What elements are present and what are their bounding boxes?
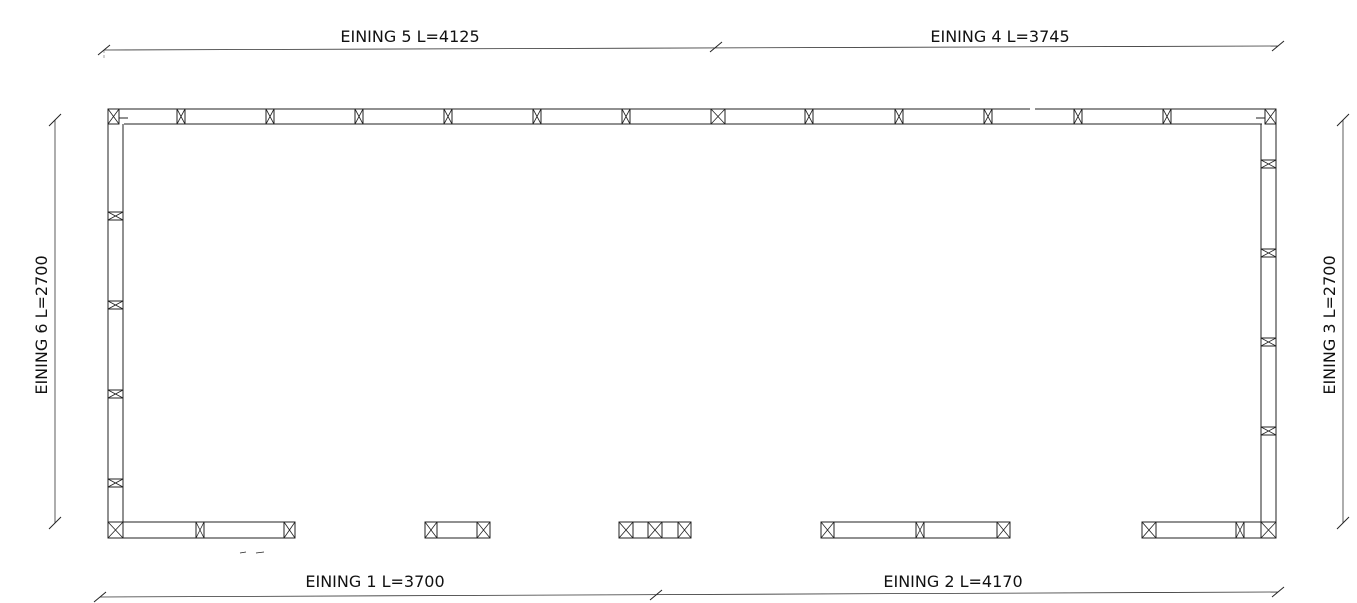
stray-marks xyxy=(239,551,265,554)
stud-marker xyxy=(354,108,364,125)
stud-marker xyxy=(1260,521,1277,539)
stud-marker xyxy=(820,521,835,539)
wall-bottom xyxy=(108,521,1276,539)
stud-marker xyxy=(424,521,438,539)
stud-marker xyxy=(1073,108,1083,125)
stud-marker xyxy=(618,521,634,539)
stud-marker xyxy=(1260,159,1277,169)
stud-marker xyxy=(804,108,814,125)
stud-marker xyxy=(1260,426,1277,436)
stud-marker xyxy=(1260,248,1277,258)
stud-marker xyxy=(107,389,124,399)
dimension-right: EINING 3 L=2700 xyxy=(1320,113,1350,530)
dimension-top: EINING 5 L=4125 EINING 4 L=3745 xyxy=(97,27,1285,58)
stud-marker xyxy=(107,521,124,539)
dimension-left: EINING 6 L=2700 xyxy=(32,113,62,530)
dimension-bottom: EINING 1 L=3700 EINING 2 L=4170 xyxy=(93,572,1285,603)
stud-marker xyxy=(476,521,491,539)
stud-marker xyxy=(915,521,925,539)
wall-top xyxy=(108,108,1276,125)
dim-label-eining-1: EINING 1 L=3700 xyxy=(305,572,444,591)
dim-label-eining-4: EINING 4 L=3745 xyxy=(930,27,1069,46)
dim-label-eining-6: EINING 6 L=2700 xyxy=(32,255,51,394)
stud-marker xyxy=(283,521,296,539)
stud-marker xyxy=(1162,108,1172,125)
stud-marker xyxy=(107,211,124,221)
stud-marker xyxy=(1260,337,1277,347)
stud-marker xyxy=(894,108,904,125)
stud-marker xyxy=(996,521,1011,539)
stud-marker xyxy=(983,108,993,125)
stud-marker xyxy=(107,300,124,310)
stud-markers xyxy=(107,108,1277,539)
stud-marker xyxy=(1235,521,1245,539)
stud-marker xyxy=(443,108,453,125)
stud-marker xyxy=(195,521,205,539)
stud-marker xyxy=(621,108,631,125)
stud-marker xyxy=(1264,108,1277,125)
stud-marker xyxy=(176,108,186,125)
stud-marker xyxy=(677,521,692,539)
stud-marker xyxy=(647,521,663,539)
stud-marker xyxy=(710,108,726,125)
stud-marker xyxy=(532,108,542,125)
stud-marker xyxy=(1141,521,1157,539)
wall-right xyxy=(1260,109,1277,538)
stud-marker xyxy=(107,108,120,125)
dim-label-eining-3: EINING 3 L=2700 xyxy=(1320,255,1339,394)
stud-marker xyxy=(107,478,124,488)
dim-label-eining-2: EINING 2 L=4170 xyxy=(883,572,1022,591)
dim-label-eining-5: EINING 5 L=4125 xyxy=(340,27,479,46)
stud-marker xyxy=(265,108,275,125)
wall-left xyxy=(107,109,124,538)
